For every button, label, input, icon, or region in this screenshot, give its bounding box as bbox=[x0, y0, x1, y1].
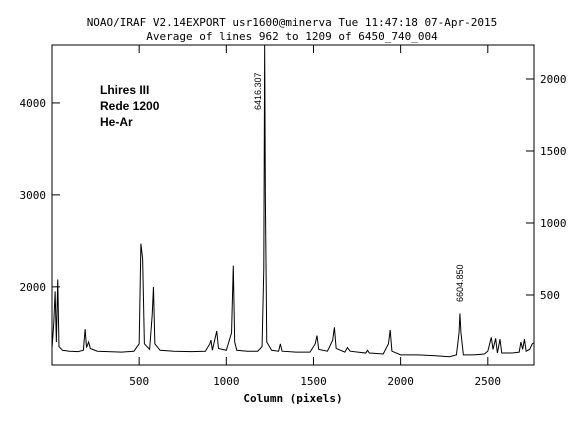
annotation: He-Ar bbox=[100, 115, 133, 129]
chart-title: NOAO/IRAF V2.14EXPORT usr1600@minerva Tu… bbox=[87, 16, 498, 29]
spectrum-line bbox=[51, 44, 535, 358]
y-tick-label: 2000 bbox=[20, 281, 47, 294]
x-tick-label: 1000 bbox=[213, 375, 240, 388]
peak-label: 6604.850 bbox=[455, 264, 465, 302]
x-tick-label: 2500 bbox=[475, 375, 502, 388]
peak-label: 6416.307 bbox=[253, 72, 263, 110]
x-tick-label: 500 bbox=[129, 375, 149, 388]
annotation: Rede 1200 bbox=[100, 99, 160, 113]
y2-tick-label: 1500 bbox=[540, 145, 567, 158]
y-tick-label: 3000 bbox=[20, 189, 47, 202]
y2-tick-label: 500 bbox=[540, 289, 560, 302]
y-tick-label: 4000 bbox=[20, 97, 47, 110]
x-axis-label: Column (pixels) bbox=[243, 392, 342, 405]
x-tick-label: 1500 bbox=[300, 375, 327, 388]
chart-subtitle: Average of lines 962 to 1209 of 6450_740… bbox=[146, 30, 438, 43]
y2-tick-label: 2000 bbox=[540, 73, 567, 86]
y2-tick-label: 1000 bbox=[540, 217, 567, 230]
annotation: Lhires III bbox=[100, 83, 149, 97]
plot-frame bbox=[51, 44, 535, 366]
x-tick-label: 2000 bbox=[387, 375, 414, 388]
